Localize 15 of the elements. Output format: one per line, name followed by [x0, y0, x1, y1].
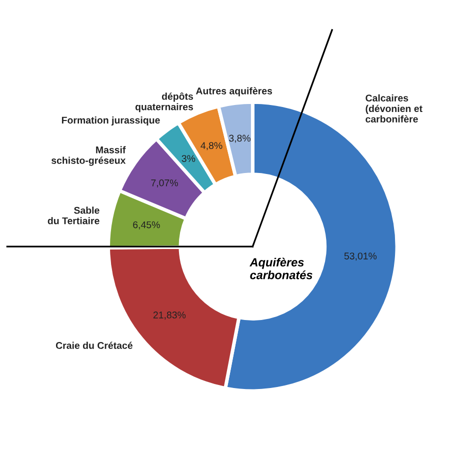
data-label: 3,8% [229, 134, 250, 143]
slice-label: Autres aquifères [196, 87, 272, 96]
data-label: 3% [182, 155, 196, 162]
slice-label: Craie du Crétacé [56, 342, 132, 349]
slice-label: Calcaires (dévonien et carbonifère [366, 94, 422, 123]
data-label: 4,8% [200, 142, 222, 150]
data-label: 21,83% [153, 312, 186, 320]
data-label: 53,01% [344, 252, 377, 261]
slice-label: Massif schisto-gréseux [51, 146, 126, 166]
text: Aquifères carbonatés [250, 258, 312, 280]
slice-label: dépôts quaternaires [135, 92, 194, 112]
slice-label: Formation jurassique [62, 116, 160, 126]
data-label: 7,07% [151, 179, 178, 188]
data-label: 6,45% [133, 221, 160, 230]
slice-label: Sable du Tertiaire [48, 206, 100, 224]
